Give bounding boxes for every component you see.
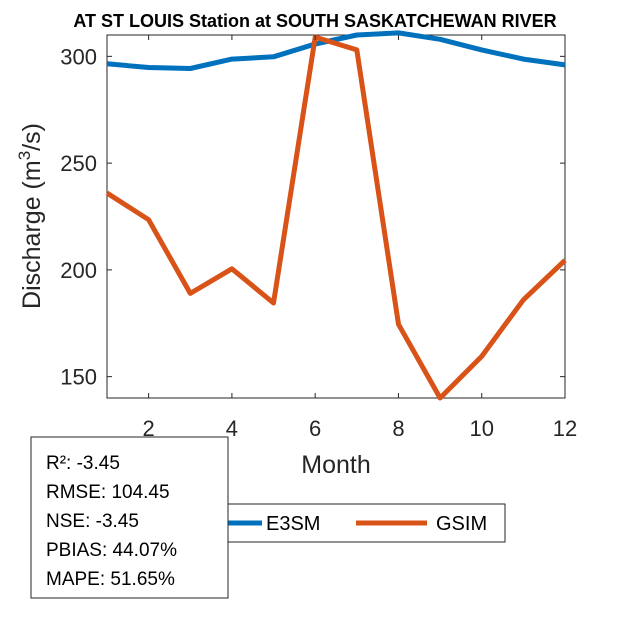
legend: E3SM GSIM [219, 503, 506, 543]
x-axis-ticks: 2 4 6 8 10 12 [143, 35, 577, 441]
stat-rmse: RMSE: 104.45 [46, 482, 170, 503]
x-tick-label: 10 [469, 416, 493, 441]
stats-box: R²: -3.45 RMSE: 104.45 NSE: -3.45 PBIAS:… [30, 436, 229, 599]
stat-pbias: PBIAS: 44.07% [46, 540, 177, 561]
y-tick-label: 300 [60, 44, 97, 69]
y-tick-label: 200 [60, 258, 97, 283]
chart-title: AT ST LOUIS Station at SOUTH SASKATCHEWA… [73, 11, 556, 31]
stat-nse: NSE: -3.45 [46, 511, 139, 532]
x-tick-label: 2 [143, 416, 155, 441]
y-axis-label: Discharge (m3/s) [15, 123, 46, 309]
x-tick-label: 4 [226, 416, 238, 441]
x-tick-label: 8 [392, 416, 404, 441]
stat-mape: MAPE: 51.65% [46, 569, 175, 590]
series-line-e3sm [106, 30, 566, 71]
legend-label-gsim: GSIM [436, 513, 487, 535]
stat-r2: R²: -3.45 [46, 453, 120, 474]
stats-box-frame [30, 436, 229, 599]
x-axis-label: Month [301, 451, 370, 479]
x-tick-label: 6 [309, 416, 321, 441]
y-tick-label: 250 [60, 151, 97, 176]
y-axis-ticks: 150 200 250 300 [60, 44, 565, 390]
legend-label-e3sm: E3SM [266, 513, 320, 535]
x-tick-label: 12 [553, 416, 577, 441]
series-line-gsim [105, 34, 567, 401]
plot-area [106, 34, 566, 399]
y-tick-label: 150 [60, 365, 97, 390]
